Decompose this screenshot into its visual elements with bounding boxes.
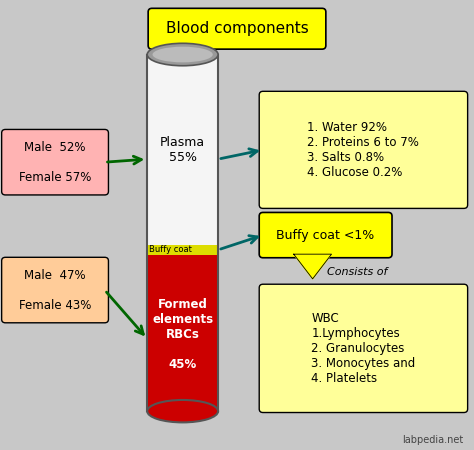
Text: Formed
elements
RBCs

45%: Formed elements RBCs 45% — [152, 298, 213, 371]
Text: Plasma
55%: Plasma 55% — [160, 135, 205, 164]
FancyBboxPatch shape — [148, 8, 326, 49]
Ellipse shape — [147, 400, 218, 423]
Text: labpedia.net: labpedia.net — [402, 435, 464, 445]
Ellipse shape — [153, 47, 213, 63]
Text: Consists of: Consists of — [327, 267, 387, 277]
Text: Buffy coat <1%: Buffy coat <1% — [276, 229, 375, 242]
FancyBboxPatch shape — [259, 212, 392, 258]
Text: WBC
1.Lymphocytes
2. Granulocytes
3. Monocytes and
4. Platelets: WBC 1.Lymphocytes 2. Granulocytes 3. Mon… — [311, 312, 416, 385]
Text: 1. Water 92%
2. Proteins 6 to 7%
3. Salts 0.8%
4. Glucose 0.2%: 1. Water 92% 2. Proteins 6 to 7% 3. Salt… — [308, 121, 419, 179]
FancyBboxPatch shape — [259, 284, 468, 413]
Ellipse shape — [147, 43, 218, 66]
FancyBboxPatch shape — [259, 91, 468, 208]
Bar — [147, 255, 218, 411]
Bar — [147, 245, 218, 255]
FancyBboxPatch shape — [1, 257, 109, 323]
Text: Buffy coat: Buffy coat — [149, 245, 191, 254]
Text: Male  52%

Female 57%: Male 52% Female 57% — [19, 141, 91, 184]
Text: Blood components: Blood components — [165, 21, 309, 36]
Bar — [147, 54, 218, 245]
Polygon shape — [294, 254, 331, 279]
Text: Male  47%

Female 43%: Male 47% Female 43% — [19, 269, 91, 311]
FancyBboxPatch shape — [1, 130, 109, 195]
